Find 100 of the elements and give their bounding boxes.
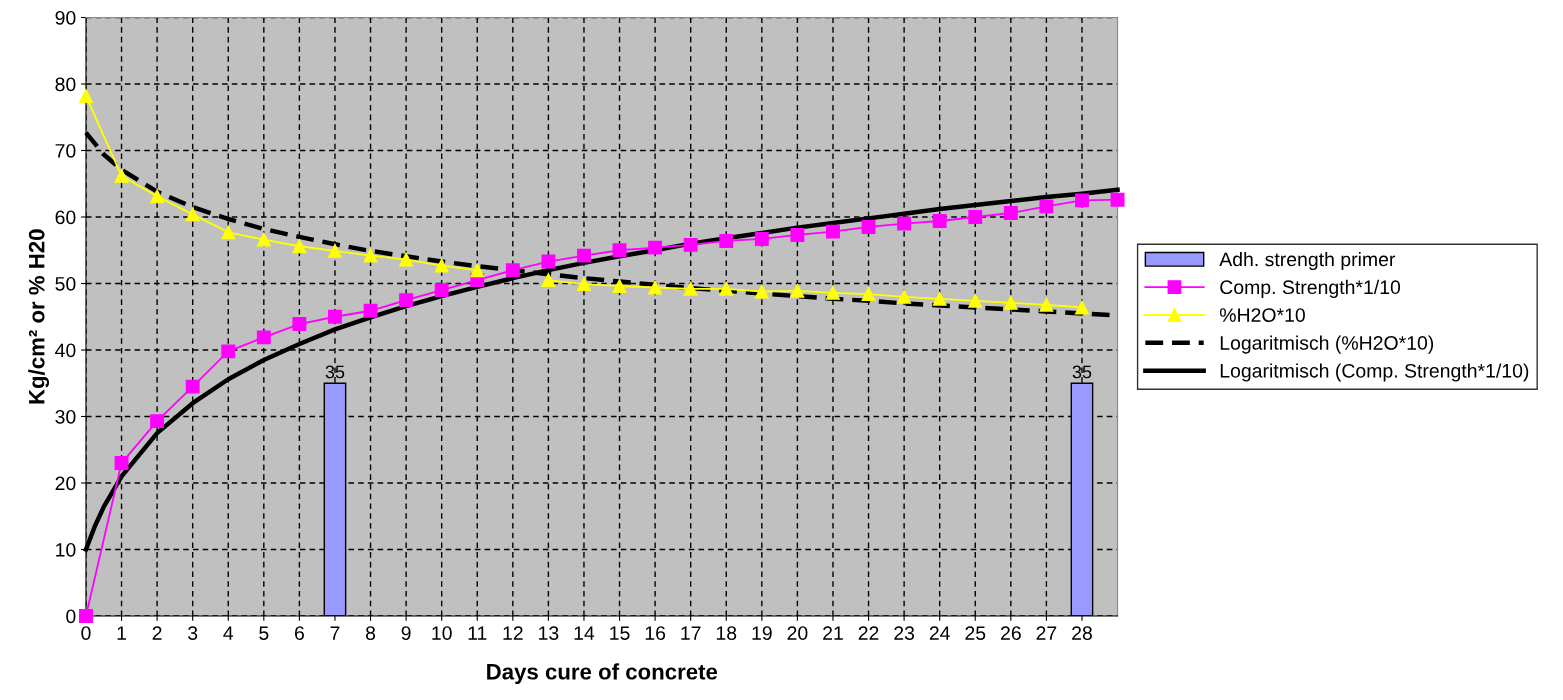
point — [932, 291, 947, 306]
x-tick-label: 12 — [503, 626, 523, 640]
x-tick-label: 10 — [432, 626, 452, 640]
x-tick-label: 8 — [365, 626, 376, 640]
point — [1110, 192, 1125, 207]
x-tick-label: 11 — [468, 626, 487, 640]
x-axis-title: Days cure of concrete — [487, 663, 718, 685]
point — [399, 293, 414, 308]
legend-label: Logaritmisch (Comp. Strength*1/10) — [1220, 363, 1529, 382]
point — [292, 317, 307, 332]
point — [861, 287, 876, 302]
y-tick-label: 10 — [56, 542, 76, 557]
point — [256, 330, 271, 345]
point — [541, 254, 556, 269]
x-tick-label: 15 — [610, 626, 630, 640]
legend-label: Logaritmisch (%H2O*10) — [1220, 335, 1434, 354]
y-tick-label: 50 — [55, 276, 76, 291]
x-tick-label: 27 — [1036, 626, 1057, 640]
x-tick-label: 28 — [1072, 626, 1092, 640]
point — [79, 89, 93, 103]
point — [612, 279, 627, 294]
x-tick-label: 26 — [1001, 626, 1021, 640]
x-tick-label: 18 — [716, 626, 737, 640]
x-tick-label: 4 — [223, 626, 234, 640]
point — [719, 281, 734, 296]
point — [114, 456, 129, 470]
point — [1039, 297, 1054, 312]
y-tick-label: 40 — [55, 343, 76, 358]
point — [790, 283, 805, 298]
point — [648, 280, 663, 295]
point — [434, 283, 449, 298]
x-tick-label: 25 — [965, 626, 986, 640]
point — [861, 220, 876, 234]
y-tick-label: 80 — [55, 77, 76, 92]
legend-label: Comp. Strength*1/10 — [1220, 279, 1401, 298]
point — [79, 609, 93, 623]
point — [577, 248, 591, 263]
point — [434, 258, 449, 273]
data-label: 35 — [325, 365, 345, 379]
y-tick-label: 30 — [55, 409, 76, 424]
point — [221, 225, 236, 240]
point — [1003, 295, 1018, 310]
point — [826, 224, 840, 239]
point — [114, 168, 129, 183]
legend-label: Adh. strength primer — [1219, 251, 1396, 271]
x-tick-label: 17 — [681, 626, 701, 640]
point — [185, 379, 200, 394]
point — [754, 284, 769, 299]
point — [683, 237, 698, 252]
x-tick-label: 5 — [259, 626, 269, 640]
point — [932, 214, 947, 228]
x-tick-label: 23 — [894, 626, 915, 640]
x-tick-label: 13 — [539, 626, 559, 640]
point — [577, 277, 591, 292]
point — [826, 285, 840, 300]
x-tick-label: 9 — [401, 626, 411, 640]
y-axis-title: Kg/cm² or % H20 — [28, 229, 50, 404]
y-tick-label: 0 — [66, 609, 76, 624]
x-tick-label: 3 — [188, 626, 198, 640]
x-tick-label: 20 — [787, 626, 808, 640]
point — [185, 207, 200, 222]
x-tick-label: 6 — [294, 626, 304, 640]
point — [505, 263, 520, 278]
point — [648, 240, 663, 255]
x-tick-label: 16 — [645, 626, 666, 640]
point — [221, 344, 236, 359]
point — [150, 414, 165, 429]
x-tick-label: 14 — [574, 626, 595, 640]
y-tick-label: 70 — [55, 143, 76, 158]
point — [790, 228, 805, 242]
y-tick-label: 60 — [55, 210, 76, 225]
x-tick-label: 19 — [752, 626, 772, 640]
point — [363, 303, 378, 318]
point — [150, 189, 165, 204]
point — [328, 309, 342, 324]
point — [897, 289, 912, 304]
point — [1003, 206, 1018, 220]
point — [968, 293, 983, 308]
point — [968, 210, 983, 224]
point — [683, 281, 698, 296]
x-tick-label: 22 — [858, 626, 879, 640]
point — [363, 248, 378, 263]
point — [612, 243, 627, 258]
x-tick-label: 1 — [117, 626, 126, 640]
point — [328, 243, 342, 258]
y-tick-label: 90 — [55, 10, 76, 25]
point — [1039, 199, 1054, 214]
point — [754, 231, 769, 246]
x-tick-label: 24 — [929, 626, 950, 640]
y-tick-label: 20 — [55, 476, 76, 491]
point — [256, 232, 271, 247]
point — [719, 233, 734, 248]
legend-label: %H2O*10 — [1219, 308, 1305, 322]
point — [292, 239, 307, 254]
x-tick-label: 21 — [823, 626, 843, 640]
point — [470, 263, 485, 278]
x-tick-label: 0 — [81, 626, 91, 640]
point — [541, 273, 556, 288]
x-tick-label: 2 — [152, 626, 162, 640]
point — [1075, 193, 1089, 208]
